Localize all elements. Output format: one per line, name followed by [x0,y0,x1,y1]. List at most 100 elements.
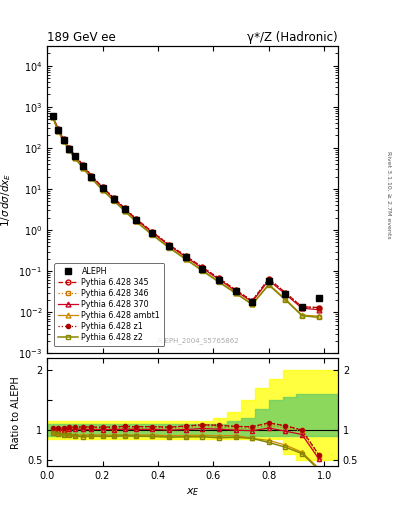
Pythia 6.428 ambt1 [266,281,271,287]
Pythia 6.428 z1 [200,264,205,270]
Pythia 6.428 346 [72,153,77,159]
Pythia 6.428 345 [72,153,77,159]
Pythia 6.428 370 [299,305,304,311]
Pythia 6.428 z1 [111,195,116,201]
Pythia 6.428 z2 [233,290,238,296]
Pythia 6.428 370 [134,216,138,222]
Pythia 6.428 345 [266,276,271,282]
Pythia 6.428 ambt1 [167,244,171,250]
Line: ALEPH: ALEPH [50,114,321,310]
Legend: ALEPH, Pythia 6.428 345, Pythia 6.428 346, Pythia 6.428 370, Pythia 6.428 ambt1,: ALEPH, Pythia 6.428 345, Pythia 6.428 34… [54,263,164,346]
Pythia 6.428 370 [72,153,77,159]
Pythia 6.428 ambt1 [111,197,116,203]
Pythia 6.428 z2 [150,232,155,238]
Pythia 6.428 370 [89,174,94,180]
Pythia 6.428 345 [283,289,288,295]
Pythia 6.428 ambt1 [233,289,238,295]
ALEPH [266,278,271,284]
Text: γ*/Z (Hadronic): γ*/Z (Hadronic) [247,31,338,44]
ALEPH [61,137,66,143]
Pythia 6.428 z2 [61,138,66,144]
Pythia 6.428 346 [233,287,238,293]
Pythia 6.428 ambt1 [150,231,155,238]
Pythia 6.428 346 [217,276,221,282]
ALEPH [50,114,55,120]
Pythia 6.428 z1 [61,136,66,142]
Pythia 6.428 z1 [89,173,94,179]
Pythia 6.428 ambt1 [200,267,205,273]
Pythia 6.428 ambt1 [183,255,188,262]
Pythia 6.428 370 [200,265,205,271]
Pythia 6.428 z1 [81,162,86,168]
Pythia 6.428 ambt1 [56,128,61,134]
Pythia 6.428 z2 [200,268,205,274]
Pythia 6.428 z2 [67,147,72,154]
Pythia 6.428 z1 [167,242,171,248]
Pythia 6.428 ambt1 [283,296,288,302]
Pythia 6.428 345 [134,216,138,222]
Pythia 6.428 346 [200,265,205,271]
Pythia 6.428 370 [167,242,171,248]
Pythia 6.428 346 [134,216,138,222]
Pythia 6.428 z2 [283,297,288,303]
Pythia 6.428 z1 [67,145,72,151]
Pythia 6.428 z1 [283,289,288,295]
Pythia 6.428 345 [233,287,238,293]
Pythia 6.428 370 [183,254,188,260]
Text: 189 GeV ee: 189 GeV ee [47,31,116,44]
ALEPH [183,254,188,260]
Pythia 6.428 z1 [150,229,155,235]
Pythia 6.428 345 [250,297,255,304]
Y-axis label: Ratio to ALEPH: Ratio to ALEPH [11,376,21,449]
ALEPH [200,266,205,272]
Pythia 6.428 346 [150,229,155,236]
Pythia 6.428 345 [67,145,72,151]
Pythia 6.428 z1 [250,297,255,304]
Pythia 6.428 346 [111,195,116,201]
Pythia 6.428 z2 [56,129,61,135]
Pythia 6.428 z2 [50,114,55,120]
Text: ALEPH_2004_S5765862: ALEPH_2004_S5765862 [157,337,240,344]
Pythia 6.428 z2 [167,245,171,251]
Pythia 6.428 ambt1 [50,114,55,120]
Pythia 6.428 345 [89,173,94,179]
Pythia 6.428 345 [200,264,205,270]
ALEPH [111,196,116,202]
X-axis label: $x_E$: $x_E$ [186,486,199,498]
Pythia 6.428 346 [50,113,55,119]
Pythia 6.428 ambt1 [122,208,127,214]
Pythia 6.428 370 [217,276,221,283]
ALEPH [217,276,221,283]
Pythia 6.428 z2 [100,187,105,193]
Pythia 6.428 ambt1 [67,147,72,153]
Pythia 6.428 z2 [316,314,321,321]
Pythia 6.428 ambt1 [100,186,105,193]
Pythia 6.428 346 [167,242,171,248]
Pythia 6.428 z2 [134,218,138,224]
Pythia 6.428 370 [111,196,116,202]
Pythia 6.428 z1 [183,253,188,259]
Pythia 6.428 370 [150,230,155,236]
Pythia 6.428 346 [100,184,105,190]
Pythia 6.428 370 [233,288,238,294]
Pythia 6.428 z1 [299,304,304,310]
Pythia 6.428 345 [61,136,66,142]
ALEPH [56,127,61,133]
Pythia 6.428 345 [183,253,188,259]
ALEPH [67,146,72,152]
Line: Pythia 6.428 370: Pythia 6.428 370 [50,114,321,312]
ALEPH [150,230,155,236]
Pythia 6.428 346 [67,145,72,151]
Pythia 6.428 370 [266,277,271,283]
Line: Pythia 6.428 346: Pythia 6.428 346 [50,114,321,311]
Pythia 6.428 370 [50,113,55,119]
Pythia 6.428 346 [81,162,86,168]
Pythia 6.428 ambt1 [61,138,66,144]
Pythia 6.428 346 [283,290,288,296]
Pythia 6.428 346 [183,253,188,260]
Pythia 6.428 z1 [56,126,61,133]
Pythia 6.428 346 [299,304,304,310]
Pythia 6.428 370 [100,185,105,191]
Pythia 6.428 z2 [217,279,221,285]
Pythia 6.428 345 [111,195,116,201]
